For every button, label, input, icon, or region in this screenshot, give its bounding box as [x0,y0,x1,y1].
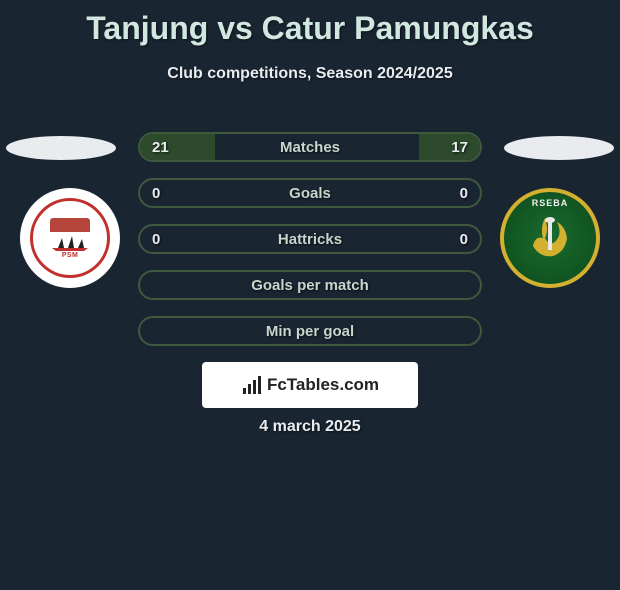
date-label: 4 march 2025 [0,418,620,436]
footer-brand-box[interactable]: FcTables.com [202,362,418,408]
stat-row-hattricks: 0 Hattricks 0 [138,224,482,254]
bar-chart-icon [241,374,263,396]
badge-left-boat-icon [48,234,92,252]
stats-container: 21 Matches 17 0 Goals 0 0 Hattricks 0 Go… [138,132,482,362]
stat-value-right: 17 [451,139,468,156]
badge-left-short: PSM [62,252,78,259]
stat-label: Min per goal [266,323,354,340]
subtitle: Club competitions, Season 2024/2025 [0,65,620,83]
stat-value-right: 0 [460,185,468,202]
club-badge-left: PSM [20,188,120,288]
footer-brand-text: FcTables.com [267,375,379,395]
stat-row-goals-per-match: Goals per match [138,270,482,300]
page-title: Tanjung vs Catur Pamungkas [0,10,620,47]
bar-right [419,134,480,160]
stat-label: Goals [289,185,331,202]
stat-row-min-per-goal: Min per goal [138,316,482,346]
stat-value-right: 0 [460,231,468,248]
badge-right-short: RSEBA [504,198,596,208]
player-avatar-right [504,136,614,160]
badge-right-emblem-icon [525,208,575,268]
stat-value-left: 0 [152,231,160,248]
badge-left-brick-icon [50,218,90,232]
player-avatar-left [6,136,116,160]
club-badge-right: RSEBA [500,188,600,288]
stat-row-matches: 21 Matches 17 [138,132,482,162]
stat-value-left: 0 [152,185,160,202]
stat-label: Hattricks [278,231,342,248]
stat-value-left: 21 [152,139,169,156]
stat-label: Goals per match [251,277,369,294]
stat-row-goals: 0 Goals 0 [138,178,482,208]
stat-label: Matches [280,139,340,156]
